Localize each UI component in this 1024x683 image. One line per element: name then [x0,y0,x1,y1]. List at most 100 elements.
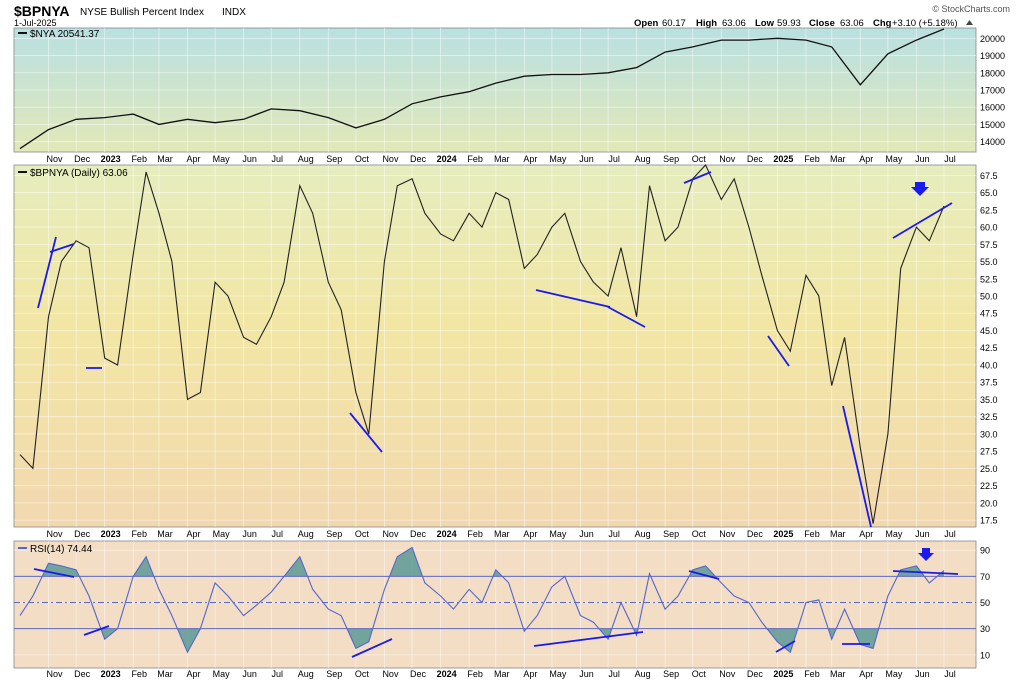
y-tick-label: 67.5 [980,171,998,181]
chart-date: 1-Jul-2025 [14,18,57,28]
trendline-rsi-5 [688,570,720,580]
x-tick-label: Jun [242,154,257,164]
rsi-legend-text: RSI(14) 74.44 [30,544,93,555]
y-tick-label: 14000 [980,137,1005,147]
chart-symbol: $BPNYA [14,3,70,19]
trendline-rsi-3 [351,638,393,658]
x-tick-label: Sep [663,529,679,539]
y-tick-label: 35.0 [980,395,998,405]
x-tick-label: Jun [915,154,930,164]
price-grid [14,28,976,152]
y-tick-label: 30 [980,624,990,634]
x-tick-label: Apr [859,154,873,164]
down-arrow-icon [911,182,929,196]
rsi-legend: RSI(14) 74.44 [18,544,93,555]
x-tick-label: May [549,669,567,679]
x-tick-label: Nov [47,669,64,679]
x-axis-price: Nov Dec 2023 Feb Mar Apr May Jun Jul Aug Sep Oct Nov… [47,154,956,164]
x-tick-label: May [213,529,231,539]
x-tick-label: Jul [944,669,956,679]
x-tick-label: Nov [382,154,399,164]
price-legend-text: $NYA 20541.37 [30,29,100,40]
y-tick-label: 10 [980,650,990,660]
x-tick-label: Aug [298,529,314,539]
x-tick-label: Mar [830,669,846,679]
x-tick-label: Apr [186,529,200,539]
x-tick-label: May [885,154,903,164]
x-tick-label: Feb [131,669,147,679]
x-tick-label: Feb [804,669,820,679]
trendline-bpnya-1 [37,236,57,309]
x-tick-label: Oct [692,529,707,539]
x-tick-label: Jun [579,669,594,679]
x-tick-label: Dec [410,529,427,539]
x-tick-label: Mar [830,529,846,539]
x-tick-label: Sep [326,529,342,539]
x-tick-label: Nov [382,669,399,679]
trendlines-rsi [33,568,959,658]
y-tick-label: 20.0 [980,498,998,508]
x-tick-label: May [213,669,231,679]
x-tick-label: Oct [355,529,370,539]
bpnya-y-axis: 17.5 20.0 22.5 25.0 27.5 30.0 32.5 35.0 37.5 40.0… [980,171,998,526]
x-tick-label: Mar [157,154,173,164]
bpnya-series-line [19,164,945,524]
x-tick-label: Mar [830,154,846,164]
y-tick-label: 70 [980,572,990,582]
rsi-overbought-fill [133,556,154,577]
x-tick-label: Jul [608,154,620,164]
x-tick-label: Dec [410,669,427,679]
y-tick-label: 42.5 [980,343,998,353]
x-tick-label: Dec [74,529,91,539]
rsi-y-axis: 10 30 50 70 90 [980,546,990,661]
x-tick-label: Dec [74,154,91,164]
x-tick-label: Jul [608,529,620,539]
down-arrow-rsi-icon [918,548,934,561]
price-series-line [19,28,945,150]
x-tick-label: Nov [719,154,736,164]
trendline-bpnya-10 [892,202,953,239]
trendline-rsi-4 [533,631,644,647]
y-tick-label: 55.0 [980,257,998,267]
trendline-rsi-2 [83,625,110,636]
x-tick-label: Dec [410,154,427,164]
trendline-bpnya-9 [842,405,872,528]
x-tick-label: Apr [186,669,200,679]
x-tick-label: Feb [131,529,147,539]
x-tick-label: 2025 [773,669,793,679]
x-tick-label: Aug [635,669,651,679]
bpnya-panel [13,164,977,528]
x-tick-label: Dec [747,669,764,679]
y-tick-label: 32.5 [980,412,998,422]
x-tick-label: May [885,669,903,679]
y-tick-label: 20000 [980,34,1005,44]
x-tick-label: Feb [467,529,483,539]
y-tick-label: 30.0 [980,429,998,439]
open-label: Open [634,18,658,29]
x-tick-label: 2025 [773,154,793,164]
trendline-bpnya-4 [349,412,383,453]
x-tick-label: Mar [157,669,173,679]
x-tick-label: Sep [326,154,342,164]
x-tick-label: Dec [74,669,91,679]
x-tick-label: 2024 [437,529,457,539]
y-tick-label: 65.0 [980,188,998,198]
x-tick-label: Apr [186,154,200,164]
trendline-bpnya-6 [607,306,646,328]
x-tick-label: Apr [859,669,873,679]
trendline-rsi-8 [892,570,959,575]
rsi-series-line [19,546,945,654]
x-tick-label: Nov [47,529,64,539]
x-tick-label: 2024 [437,669,457,679]
x-tick-label: 2023 [101,154,121,164]
x-tick-label: Feb [131,154,147,164]
x-tick-label: Mar [494,669,510,679]
x-tick-label: Nov [47,154,64,164]
price-y-axis: 14000 15000 16000 17000 18000 19000 20000 [980,34,1005,147]
y-tick-label: 37.5 [980,378,998,388]
y-tick-label: 25.0 [980,464,998,474]
low-label: Low [755,18,775,29]
x-tick-label: Oct [692,154,707,164]
x-tick-label: Nov [719,529,736,539]
